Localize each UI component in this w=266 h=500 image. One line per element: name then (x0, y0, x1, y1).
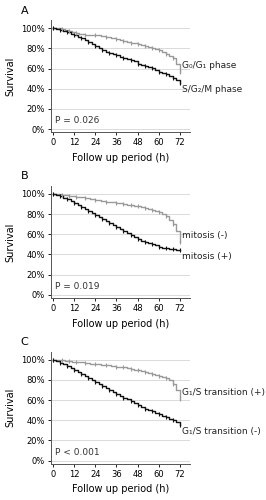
Text: P = 0.026: P = 0.026 (55, 116, 99, 125)
Text: P = 0.019: P = 0.019 (55, 282, 99, 291)
Text: B: B (20, 172, 28, 181)
Text: C: C (20, 337, 28, 347)
Text: P < 0.001: P < 0.001 (55, 448, 99, 456)
Text: G₀/G₁ phase: G₀/G₁ phase (182, 60, 236, 70)
Text: mitosis (-): mitosis (-) (182, 232, 227, 240)
Text: G₁/S transition (+): G₁/S transition (+) (182, 388, 265, 397)
X-axis label: Follow up period (h): Follow up period (h) (72, 153, 169, 163)
Y-axis label: Survival: Survival (6, 56, 15, 96)
Y-axis label: Survival: Survival (6, 222, 15, 262)
Text: S/G₂/M phase: S/G₂/M phase (182, 84, 242, 94)
Y-axis label: Survival: Survival (6, 388, 15, 428)
Text: G₁/S transition (-): G₁/S transition (-) (182, 428, 260, 436)
X-axis label: Follow up period (h): Follow up period (h) (72, 484, 169, 494)
Text: A: A (20, 6, 28, 16)
Text: mitosis (+): mitosis (+) (182, 252, 231, 262)
X-axis label: Follow up period (h): Follow up period (h) (72, 318, 169, 328)
